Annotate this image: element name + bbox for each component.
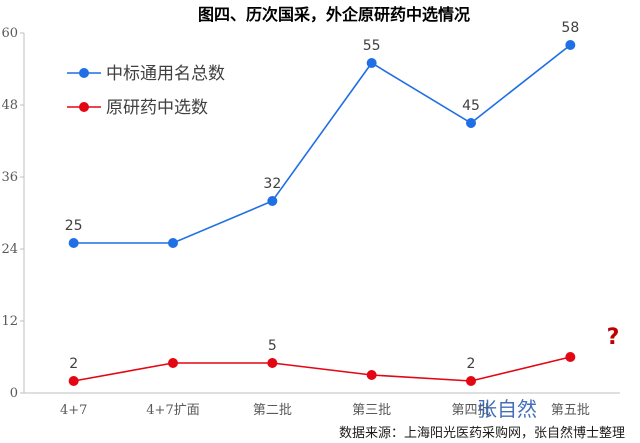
data-point	[168, 358, 178, 368]
question-annotation: ?	[607, 325, 620, 350]
data-point	[565, 352, 576, 362]
data-label: 32	[263, 176, 281, 192]
x-tick-label: 第四批	[451, 403, 490, 418]
y-tick-label: 36	[1, 170, 18, 185]
x-tick-label: 第三批	[352, 403, 391, 418]
data-label: 2	[69, 356, 78, 372]
data-point	[267, 196, 278, 206]
data-label: 25	[65, 218, 83, 234]
chart-title: 图四、历次国采，外企原研药中选情况	[198, 5, 470, 24]
x-tick-label: 4+7	[60, 403, 87, 418]
y-tick-label: 24	[1, 242, 18, 257]
y-tick-label: 0	[10, 386, 18, 401]
axes: 0 12 24 36 48 60 4+7 4+7扩面 第二批 第三批 第四批 第五批	[1, 26, 620, 418]
legend-marker	[79, 102, 89, 112]
x-tick-label: 4+7扩面	[146, 403, 199, 418]
data-point	[466, 376, 476, 386]
data-point	[68, 238, 79, 248]
series-2: 2 5 2	[68, 338, 576, 386]
data-point	[168, 238, 178, 248]
data-point	[565, 40, 576, 50]
x-tick-label: 第五批	[551, 403, 590, 418]
data-point	[267, 358, 278, 368]
legend-item-1: 中标通用名总数	[67, 64, 225, 84]
data-point	[466, 118, 476, 128]
data-label: 5	[268, 338, 277, 354]
legend-label: 原研药中选数	[106, 98, 208, 118]
x-tick-label: 第二批	[253, 403, 292, 418]
data-point	[68, 376, 79, 386]
data-label: 2	[467, 356, 476, 372]
data-label: 58	[561, 20, 579, 36]
y-tick-label: 48	[1, 98, 18, 113]
y-tick-label: 60	[1, 26, 18, 41]
y-tick-label: 12	[1, 314, 18, 329]
legend-marker	[79, 68, 89, 78]
data-label: 55	[363, 38, 381, 54]
series-line	[73, 44, 571, 244]
data-point	[366, 58, 377, 68]
data-point	[366, 370, 377, 380]
legend-label: 中标通用名总数	[106, 64, 225, 84]
source-note: 数据来源：上海阳光医药采购网，张自然博士整理	[339, 425, 625, 441]
series-line	[73, 356, 571, 382]
author-signature: 张自然	[477, 397, 537, 421]
data-label: 45	[462, 98, 480, 114]
series-1: 25 32 55 45 58	[65, 20, 579, 248]
legend-item-2: 原研药中选数	[67, 98, 208, 118]
